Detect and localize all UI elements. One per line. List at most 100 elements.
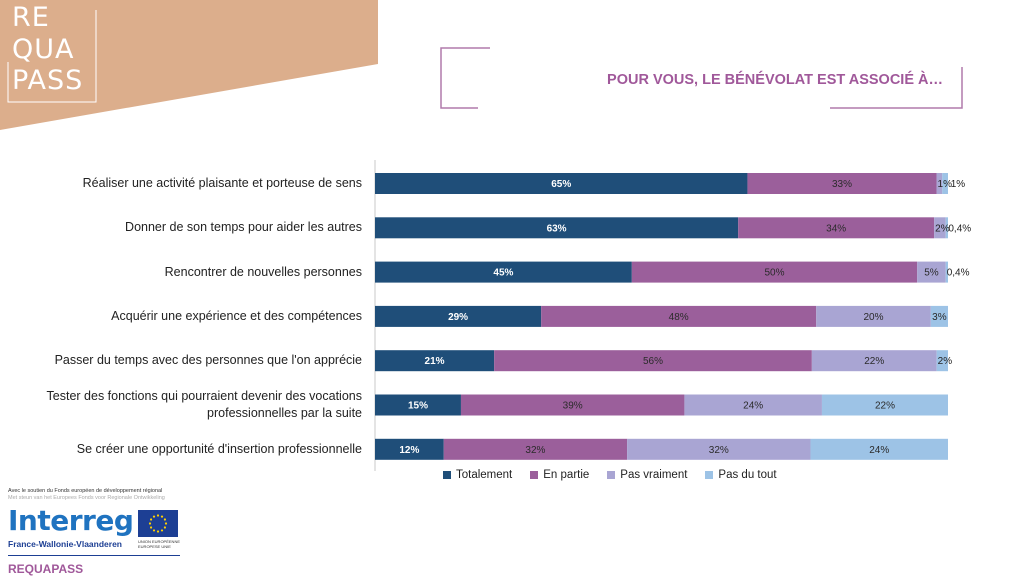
eu-flag-icon: [138, 510, 178, 537]
data-label: 63%: [547, 223, 567, 234]
program-region: France-Wallonie-Vlaanderen: [8, 539, 122, 549]
bar-segment-pas-vraiment: [934, 217, 946, 239]
category-label: Se créer une opportunité d'insertion pro…: [76, 441, 362, 456]
eu-star: [149, 518, 153, 521]
data-label: 1%: [951, 179, 966, 190]
data-label: 56%: [643, 356, 663, 367]
legend-swatch: [530, 471, 539, 479]
data-label: 15%: [408, 401, 428, 412]
data-label: 0,4%: [947, 268, 970, 279]
logo-line-1: RE: [12, 2, 50, 33]
data-label: 32%: [709, 445, 729, 456]
eu-caption: UNION EUROPÉENNE EUROPESE UNIE: [138, 539, 180, 549]
bar-segment-totalement: [375, 173, 748, 194]
data-label: 32%: [525, 445, 545, 456]
legend-item: Pas vraiment: [607, 469, 687, 481]
bar-segment-pas-du-tout: [945, 261, 948, 283]
legend-label: Pas du tout: [718, 469, 777, 481]
data-label: 65%: [551, 179, 571, 190]
eu-star: [163, 526, 167, 529]
data-label: 12%: [399, 445, 419, 456]
bar-segment-pas-vraiment: [936, 173, 943, 194]
bar-segment-pas-du-tout: [945, 217, 948, 239]
data-label: 24%: [743, 401, 763, 412]
data-label: 5%: [924, 268, 939, 279]
bar-segment-totalement: [375, 438, 444, 460]
category-label: Acquérir une expérience et des compétenc…: [111, 308, 362, 323]
logo-line-2: QUA: [12, 34, 75, 65]
bar-segment-en-partie: [631, 261, 918, 283]
bar-segment-totalement: [375, 305, 542, 327]
data-label: 2%: [938, 356, 953, 367]
legend-item: Pas du tout: [705, 469, 777, 481]
data-label: 3%: [932, 312, 947, 323]
logo-line-3: PASS: [12, 65, 84, 96]
bar-segment-pas-du-tout: [936, 350, 948, 372]
bar-segment-totalement: [375, 261, 632, 283]
bar-segment-pas-vraiment: [684, 394, 822, 416]
bar-segment-pas-vraiment: [811, 350, 937, 372]
eu-star: [156, 514, 160, 517]
data-label: 22%: [864, 356, 884, 367]
bar-segment-en-partie: [747, 173, 937, 194]
category-label: Réaliser une activité plaisante et porte…: [82, 176, 362, 190]
data-label: 48%: [669, 312, 689, 323]
category-label: Donner de son temps pour aider les autre…: [125, 220, 362, 235]
support-text-nl: Met steun van het Europees Fonds voor Re…: [8, 495, 165, 501]
legend-label: Pas vraiment: [620, 469, 688, 481]
interreg-logo: Interreg: [8, 504, 134, 537]
bar-segment-en-partie: [460, 394, 685, 416]
bar-segment-pas-du-tout: [821, 394, 948, 416]
legend-label: Totalement: [456, 469, 513, 481]
title-frame: [440, 47, 963, 109]
stacked-bar-chart: 65% 33% 1%1%63% 34% 2%0,4%45% 50% 5% 0,4%29% 48%…: [374, 160, 971, 471]
bar-segment-en-partie: [494, 350, 812, 372]
data-label: 0,4%: [948, 223, 971, 234]
data-label: 2%: [935, 223, 950, 234]
legend-item: Totalement: [443, 469, 512, 481]
eu-star: [149, 526, 153, 529]
support-text: Avec le soutien du Fonds européen de dév…: [8, 488, 163, 494]
eu-star: [148, 522, 152, 525]
bar-segment-pas-vraiment: [917, 261, 946, 283]
chart-legend: Totalement En partie Pas vraiment Pas du to…: [443, 469, 777, 481]
bar-segment-totalement: [375, 217, 739, 239]
data-label: 21%: [425, 356, 445, 367]
project-name: REQUAPASS: [8, 562, 84, 576]
data-label: 34%: [826, 223, 846, 234]
eu-star: [160, 529, 164, 532]
legend-swatch: [443, 471, 451, 479]
data-label: 22%: [875, 401, 895, 412]
eu-star: [160, 515, 164, 518]
eu-star: [152, 515, 156, 518]
category-label: Tester des fonctions qui pourraient deve…: [46, 389, 362, 420]
bar-segment-en-partie: [541, 305, 817, 327]
eu-star: [152, 529, 156, 532]
data-label: 45%: [493, 268, 513, 279]
bar-segment-en-partie: [738, 217, 935, 239]
data-label: 29%: [448, 312, 468, 323]
bar-segment-pas-du-tout: [930, 305, 948, 327]
category-label: Rencontrer de nouvelles personnes: [164, 264, 362, 279]
category-label: Passer du temps avec des personnes que l…: [54, 353, 362, 368]
bar-segment-en-partie: [443, 438, 628, 460]
page-title: POUR VOUS, LE BÉNÉVOLAT EST ASSOCIÉ À…: [607, 72, 943, 88]
legend-label: En partie: [543, 469, 590, 481]
eu-star: [163, 518, 167, 521]
bar-segment-pas-vraiment: [627, 438, 811, 460]
legend-swatch: [607, 471, 616, 479]
data-label: 33%: [832, 179, 852, 190]
bar-segment-totalement: [375, 394, 461, 416]
eu-star: [156, 530, 160, 533]
legend-swatch: [705, 471, 714, 479]
data-label: 1%: [938, 179, 953, 190]
bar-segment-pas-du-tout: [942, 173, 948, 194]
legend-item: En partie: [530, 469, 589, 481]
eu-caption-nl: EUROPESE UNIE: [138, 544, 171, 549]
bar-segment-pas-du-tout: [810, 438, 948, 460]
footer-divider: [8, 555, 180, 556]
data-label: 39%: [563, 401, 583, 412]
data-label: 24%: [869, 445, 889, 456]
data-label: 20%: [864, 312, 884, 323]
funding-footer: Avec le soutien du Fonds européen de dév…: [8, 488, 180, 576]
